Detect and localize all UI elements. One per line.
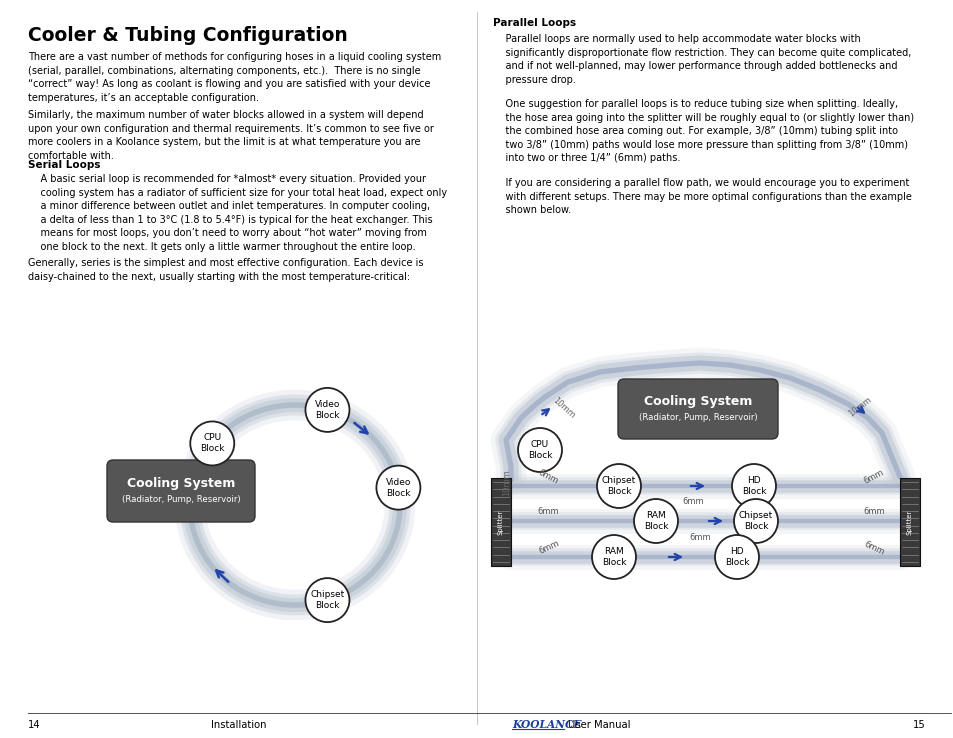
Text: RAM
Block: RAM Block [601,547,625,567]
Text: 14: 14 [28,720,41,730]
Text: Installation: Installation [211,720,266,730]
Text: One suggestion for parallel loops is to reduce tubing size when splitting. Ideal: One suggestion for parallel loops is to … [493,99,913,163]
Text: (Radiator, Pump, Reservoir): (Radiator, Pump, Reservoir) [638,413,757,421]
Text: Cooler & Tubing Configuration: Cooler & Tubing Configuration [28,26,348,45]
Text: Generally, series is the simplest and most effective configuration. Each device : Generally, series is the simplest and mo… [28,258,423,282]
Text: User Manual: User Manual [567,720,630,730]
Text: 10mm: 10mm [551,396,577,421]
Circle shape [305,388,349,432]
Text: Splitter: Splitter [497,509,503,535]
Text: Video
Block: Video Block [314,400,340,420]
Circle shape [305,578,349,622]
Text: 6mm: 6mm [688,534,710,542]
Text: Chipset
Block: Chipset Block [310,590,344,610]
Circle shape [731,464,775,508]
Text: 6mm: 6mm [537,538,560,556]
Text: Parallel Loops: Parallel Loops [493,18,576,28]
Circle shape [190,421,234,466]
Circle shape [733,499,778,543]
Bar [899,478,919,566]
Text: 15: 15 [912,720,925,730]
FancyBboxPatch shape [618,379,778,439]
Text: (Radiator, Pump, Reservoir): (Radiator, Pump, Reservoir) [122,495,240,505]
Circle shape [634,499,678,543]
Circle shape [714,535,759,579]
Text: Splitter: Splitter [906,509,912,535]
Text: Chipset
Block: Chipset Block [739,511,772,531]
Text: CPU
Block: CPU Block [527,440,552,460]
Text: 6mm: 6mm [862,468,884,486]
Text: Serial Loops: Serial Loops [28,160,100,170]
Circle shape [517,428,561,472]
Text: There are a vast number of methods for configuring hoses in a liquid cooling sys: There are a vast number of methods for c… [28,52,441,103]
Text: HD
Block: HD Block [724,547,748,567]
Text: CPU
Block: CPU Block [200,433,224,453]
Text: 6mm: 6mm [537,508,558,517]
Text: Cooling System: Cooling System [127,477,235,489]
Text: Video
Block: Video Block [385,477,411,497]
Circle shape [376,466,420,510]
Text: 6mm: 6mm [862,508,883,517]
Text: HD
Block: HD Block [741,476,765,496]
Text: RAM
Block: RAM Block [643,511,667,531]
Text: Chipset
Block: Chipset Block [601,476,636,496]
Text: 10mm: 10mm [502,469,511,497]
Text: 6mm: 6mm [862,539,884,556]
Text: A basic serial loop is recommended for *almost* every situation. Provided your
 : A basic serial loop is recommended for *… [28,174,447,252]
FancyBboxPatch shape [107,460,254,522]
Text: 6mm: 6mm [681,497,703,506]
Bar [491,478,511,566]
Text: KOOLANCE: KOOLANCE [512,719,581,730]
Text: Similarly, the maximum number of water blocks allowed in a system will depend
up: Similarly, the maximum number of water b… [28,110,434,161]
Circle shape [592,535,636,579]
Circle shape [597,464,640,508]
Text: Cooling System: Cooling System [643,395,751,407]
Text: 6mm: 6mm [536,468,559,486]
Text: If you are considering a parallel flow path, we would encourage you to experimen: If you are considering a parallel flow p… [493,178,911,215]
Text: 10mm: 10mm [846,396,872,418]
Text: Parallel loops are normally used to help accommodate water blocks with
    signi: Parallel loops are normally used to help… [493,34,910,85]
